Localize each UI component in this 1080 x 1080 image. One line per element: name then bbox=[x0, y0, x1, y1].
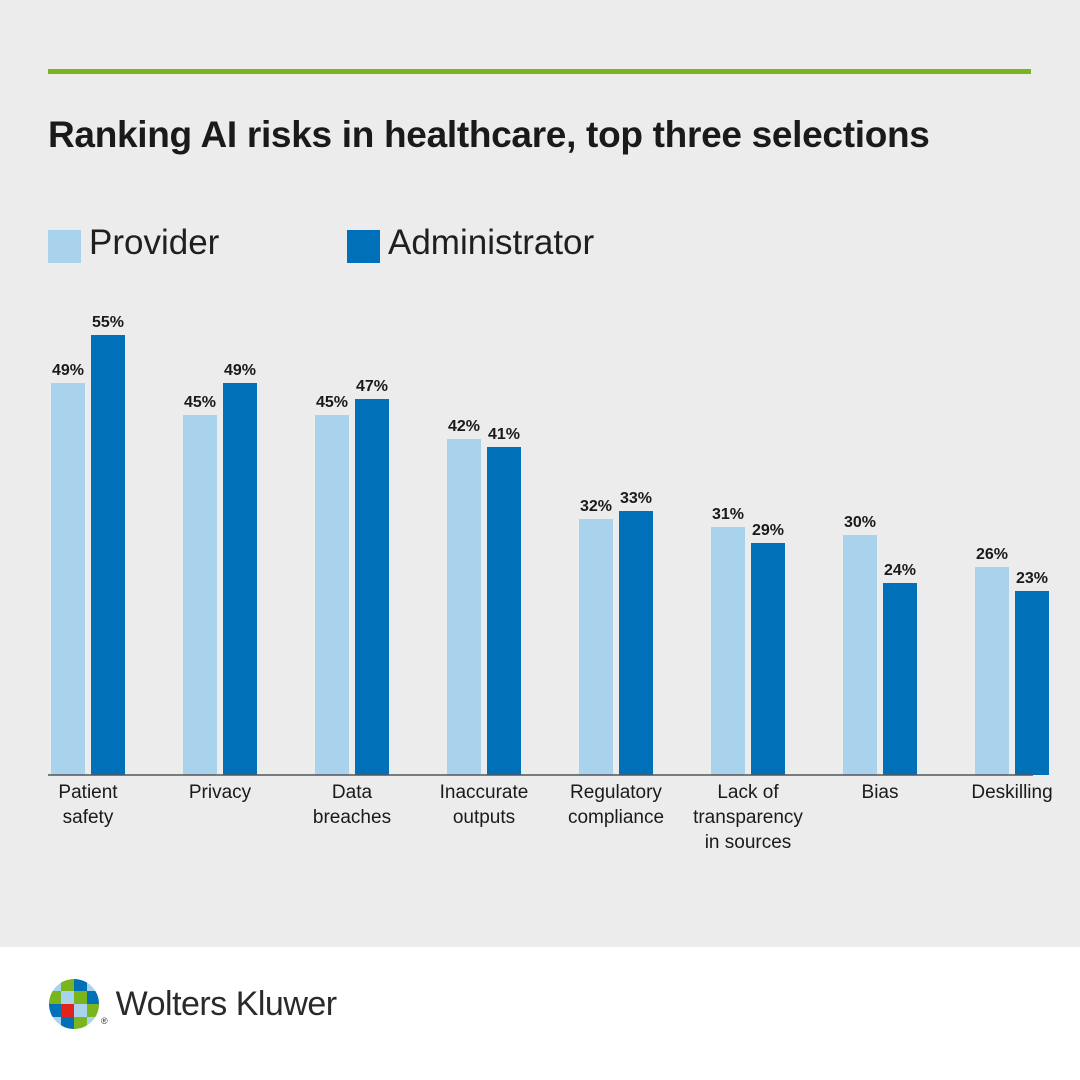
data-label-provider-8: 26% bbox=[976, 546, 1008, 563]
category-label-3-line-2: breaches bbox=[313, 807, 391, 828]
bar-administrator-3 bbox=[355, 399, 389, 775]
legend-label-administrator: Administrator bbox=[388, 223, 595, 262]
bar-chart: 49% 55% Patient safety 45% 49% Privacy 45% 47% Da… bbox=[48, 314, 1053, 853]
category-label-6-line-3: in sources bbox=[705, 832, 792, 853]
data-label-administrator-3: 47% bbox=[356, 378, 388, 395]
data-label-provider-2: 45% bbox=[184, 394, 216, 411]
data-label-administrator-2: 49% bbox=[224, 362, 256, 379]
bar-provider-8 bbox=[975, 567, 1009, 775]
data-label-administrator-7: 24% bbox=[884, 562, 916, 579]
bar-provider-3 bbox=[315, 415, 349, 775]
category-label-1-line-1: Patient bbox=[58, 782, 118, 803]
data-label-administrator-4: 41% bbox=[488, 426, 520, 443]
chart-panel: Ranking AI risks in healthcare, top thre… bbox=[0, 0, 1080, 947]
category-label-1-line-2: safety bbox=[63, 807, 114, 828]
legend-swatch-administrator bbox=[347, 229, 380, 263]
category-label-6-line-1: Lack of bbox=[717, 782, 779, 803]
bar-administrator-7 bbox=[883, 583, 917, 775]
category-label-6-line-2: transparency bbox=[693, 807, 803, 828]
bar-administrator-8 bbox=[1015, 591, 1049, 775]
bar-provider-7 bbox=[843, 535, 877, 775]
bar-administrator-5 bbox=[619, 511, 653, 775]
brand-name: Wolters Kluwer bbox=[115, 984, 338, 1023]
data-label-administrator-5: 33% bbox=[620, 490, 652, 507]
bar-administrator-1 bbox=[91, 335, 125, 775]
data-label-provider-6: 31% bbox=[712, 506, 744, 523]
category-label-7-line-1: Bias bbox=[862, 782, 899, 803]
bar-administrator-6 bbox=[751, 543, 785, 775]
data-label-provider-4: 42% bbox=[448, 418, 480, 435]
chart-title: Ranking AI risks in healthcare, top thre… bbox=[48, 114, 930, 155]
bar-administrator-2 bbox=[223, 383, 257, 775]
category-label-5-line-1: Regulatory bbox=[570, 782, 662, 803]
category-label-4-line-2: outputs bbox=[453, 807, 515, 828]
wolters-kluwer-logo: ® Wolters Kluwer bbox=[48, 978, 337, 1030]
data-label-provider-7: 30% bbox=[844, 514, 876, 531]
legend-item-administrator: Administrator bbox=[347, 220, 594, 266]
category-label-8-line-1: Deskilling bbox=[971, 782, 1052, 803]
bar-provider-4 bbox=[447, 439, 481, 775]
registered-mark: ® bbox=[101, 1016, 108, 1026]
bar-administrator-4 bbox=[487, 447, 521, 775]
category-label-3-line-1: Data bbox=[332, 782, 373, 803]
category-label-4-line-1: Inaccurate bbox=[440, 782, 529, 803]
bar-provider-6 bbox=[711, 527, 745, 775]
accent-rule bbox=[48, 69, 1031, 74]
data-label-administrator-8: 23% bbox=[1016, 570, 1048, 587]
wolters-kluwer-mosaic-icon bbox=[49, 979, 99, 1029]
category-label-5-line-2: compliance bbox=[568, 807, 664, 828]
bar-provider-5 bbox=[579, 519, 613, 775]
data-label-provider-3: 45% bbox=[316, 394, 348, 411]
legend-swatch-provider bbox=[48, 229, 81, 263]
bar-provider-1 bbox=[51, 383, 85, 775]
data-label-provider-5: 32% bbox=[580, 498, 612, 515]
data-label-administrator-1: 55% bbox=[92, 314, 124, 331]
bar-provider-2 bbox=[183, 415, 217, 775]
data-label-administrator-6: 29% bbox=[752, 522, 784, 539]
data-label-provider-1: 49% bbox=[52, 362, 84, 379]
category-label-2-line-1: Privacy bbox=[189, 782, 252, 803]
legend-label-provider: Provider bbox=[89, 223, 220, 262]
legend-item-provider: Provider bbox=[48, 220, 219, 266]
